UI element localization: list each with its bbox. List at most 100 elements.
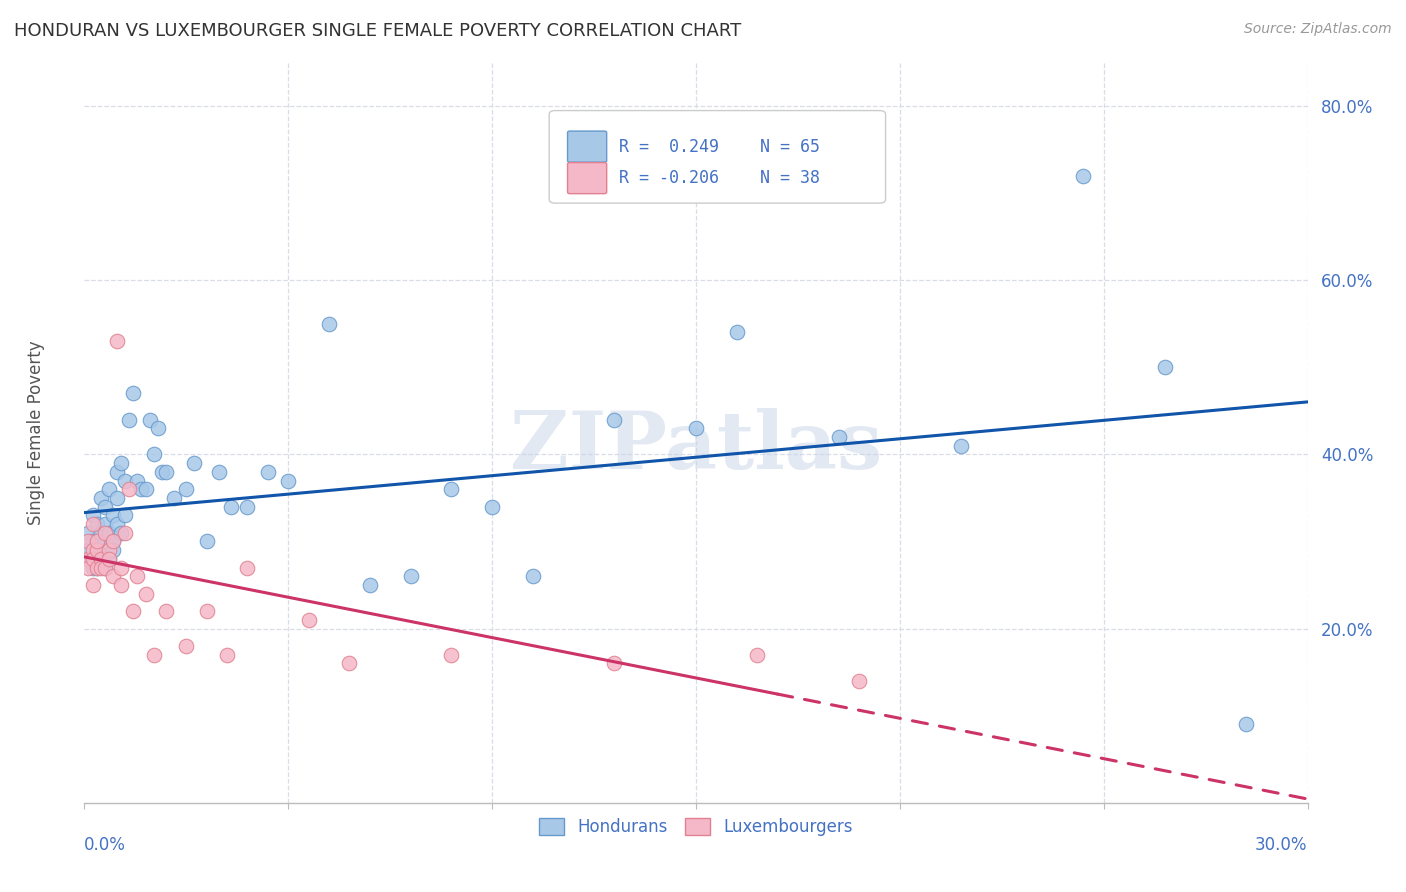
Text: N = 38: N = 38 (759, 169, 820, 187)
Point (195, 604, 218, 618)
Point (90, 560, 112, 574)
Point (110, 525, 132, 540)
Point (174, 482, 197, 496)
Point (101, 534, 124, 549)
Point (127, 474, 149, 488)
Text: R =  0.249: R = 0.249 (619, 137, 718, 155)
Point (685, 421, 707, 435)
Point (603, 657, 626, 671)
Text: 30.0%: 30.0% (1256, 836, 1308, 855)
Point (90, 552, 112, 566)
Point (122, 386, 145, 401)
Point (142, 648, 165, 662)
Point (122, 604, 145, 618)
Point (339, 657, 361, 671)
Point (82, 543, 104, 558)
Point (110, 560, 132, 574)
Point (93, 500, 115, 514)
Point (603, 412, 626, 426)
Point (118, 412, 141, 426)
Point (97, 543, 120, 558)
Point (90, 525, 112, 540)
Point (950, 439, 973, 453)
Point (359, 578, 381, 592)
Point (86, 543, 108, 558)
Point (101, 534, 124, 549)
Point (135, 587, 157, 601)
Point (481, 500, 503, 514)
Point (146, 421, 169, 435)
Point (82, 534, 104, 549)
Point (77, 525, 100, 540)
Point (82, 560, 104, 574)
Point (298, 613, 321, 627)
Point (183, 456, 205, 470)
Point (208, 465, 231, 479)
FancyBboxPatch shape (568, 131, 606, 162)
Point (97, 552, 120, 566)
FancyBboxPatch shape (568, 162, 606, 194)
Point (90, 491, 112, 505)
Point (747, 648, 769, 662)
Point (828, 430, 851, 444)
Point (135, 482, 157, 496)
Point (82, 508, 104, 523)
Point (97, 482, 120, 496)
Point (1073, 169, 1095, 183)
Point (155, 465, 177, 479)
Point (77, 543, 100, 558)
Point (86, 560, 108, 574)
Point (93, 525, 115, 540)
Point (150, 465, 173, 479)
Point (82, 578, 104, 592)
Point (97, 552, 120, 566)
Point (101, 543, 124, 558)
Text: Single Female Poverty: Single Female Poverty (27, 341, 45, 524)
Point (127, 569, 149, 583)
Point (138, 412, 160, 426)
Point (86, 543, 108, 558)
Point (86, 517, 108, 532)
Point (219, 500, 242, 514)
Point (77, 534, 100, 549)
Point (318, 317, 340, 331)
Point (1154, 360, 1177, 375)
Point (97, 525, 120, 540)
Point (77, 560, 100, 574)
Point (195, 534, 218, 549)
Point (90, 552, 112, 566)
Point (105, 334, 128, 348)
FancyBboxPatch shape (550, 111, 886, 203)
Point (110, 578, 132, 592)
Point (257, 465, 280, 479)
Point (77, 552, 100, 566)
Point (105, 465, 128, 479)
Point (142, 447, 165, 461)
Point (217, 648, 239, 662)
Point (725, 326, 748, 340)
Legend: Hondurans, Luxembourgers: Hondurans, Luxembourgers (533, 811, 859, 843)
Point (440, 648, 463, 662)
Text: R = -0.206: R = -0.206 (619, 169, 718, 187)
Point (131, 482, 153, 496)
Point (82, 517, 104, 532)
Point (93, 517, 115, 532)
Point (93, 534, 115, 549)
Point (101, 508, 124, 523)
Point (1236, 717, 1258, 731)
Point (82, 552, 104, 566)
Point (114, 474, 136, 488)
Text: 0.0%: 0.0% (84, 836, 127, 855)
Point (110, 456, 132, 470)
Text: ZIPatlas: ZIPatlas (510, 409, 882, 486)
Point (236, 500, 259, 514)
Point (90, 543, 112, 558)
Point (236, 560, 259, 574)
Point (82, 552, 104, 566)
Point (118, 482, 141, 496)
Text: N = 65: N = 65 (759, 137, 820, 155)
Text: Source: ZipAtlas.com: Source: ZipAtlas.com (1244, 22, 1392, 37)
Point (399, 569, 422, 583)
Point (114, 525, 136, 540)
Point (277, 474, 299, 488)
